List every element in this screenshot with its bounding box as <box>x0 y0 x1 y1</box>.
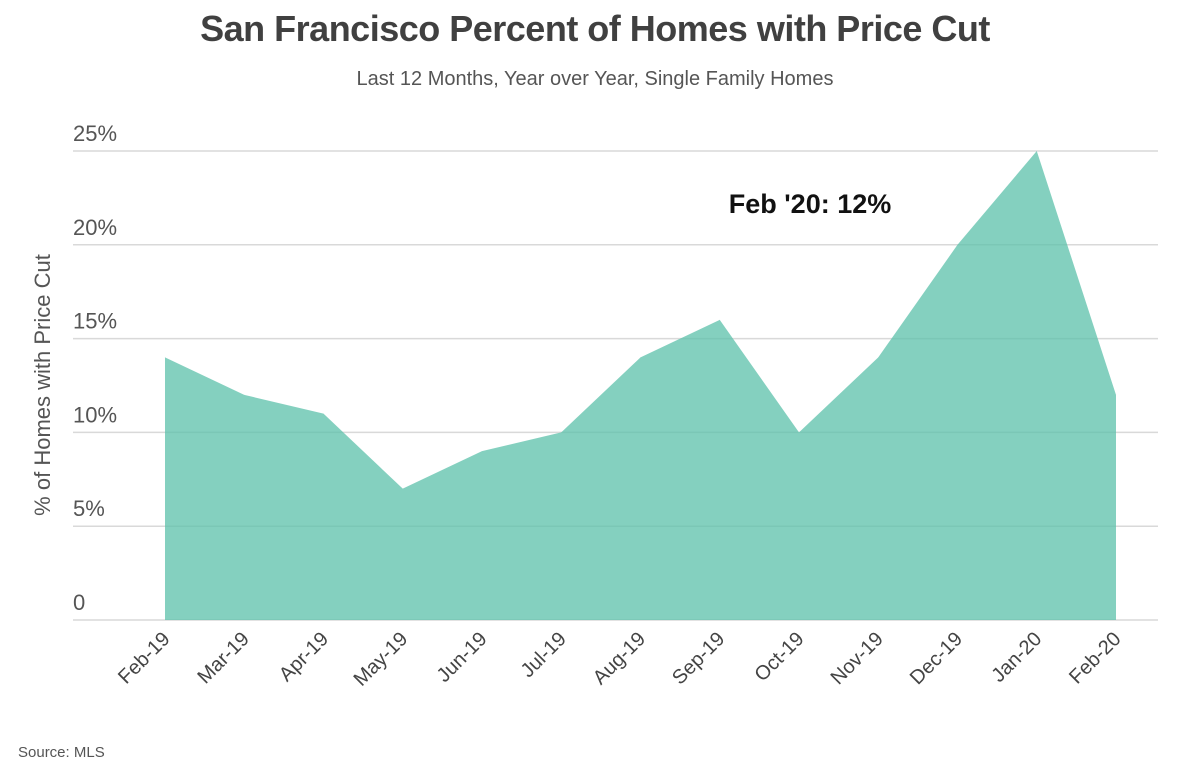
y-tick-label: 5% <box>73 496 105 521</box>
y-tick-label: 0 <box>73 590 85 615</box>
x-tick-label: Apr-19 <box>275 628 333 686</box>
x-tick-label: May-19 <box>350 628 413 691</box>
y-axis-label: % of Homes with Price Cut <box>30 254 55 516</box>
area-series <box>164 150 1117 620</box>
x-tick-label: Dec-19 <box>906 628 967 689</box>
source-note: Source: MLS <box>18 744 105 761</box>
x-tick-label: Mar-19 <box>193 628 253 688</box>
x-axis-ticks: Feb-19 Mar-19 Apr-19 May-19 Jun-19 Jul-19 Aug-… <box>114 628 1125 691</box>
x-tick-label: Jan-20 <box>987 628 1046 687</box>
chart-subtitle: Last 12 Months, Year over Year, Single F… <box>356 68 834 90</box>
x-tick-label: Jun-19 <box>433 628 492 687</box>
chart-title: San Francisco Percent of Homes with Pric… <box>200 8 990 49</box>
x-tick-label: Aug-19 <box>589 628 650 689</box>
annotation-label: Feb '20: 12% <box>729 189 892 219</box>
x-tick-label: Nov-19 <box>827 628 888 689</box>
y-tick-label: 10% <box>73 402 117 427</box>
x-tick-label: Oct-19 <box>751 628 809 686</box>
y-axis-ticks: 0 5% 10% 15% 20% 25% <box>73 121 117 615</box>
x-tick-label: Jul-19 <box>517 628 571 682</box>
y-tick-label: 20% <box>73 215 117 240</box>
area-fill <box>165 151 1116 620</box>
x-tick-label: Sep-19 <box>668 628 729 689</box>
x-tick-label: Feb-20 <box>1065 628 1125 688</box>
y-tick-label: 15% <box>73 309 117 334</box>
y-tick-label: 25% <box>73 121 117 146</box>
x-tick-label: Feb-19 <box>114 628 174 688</box>
